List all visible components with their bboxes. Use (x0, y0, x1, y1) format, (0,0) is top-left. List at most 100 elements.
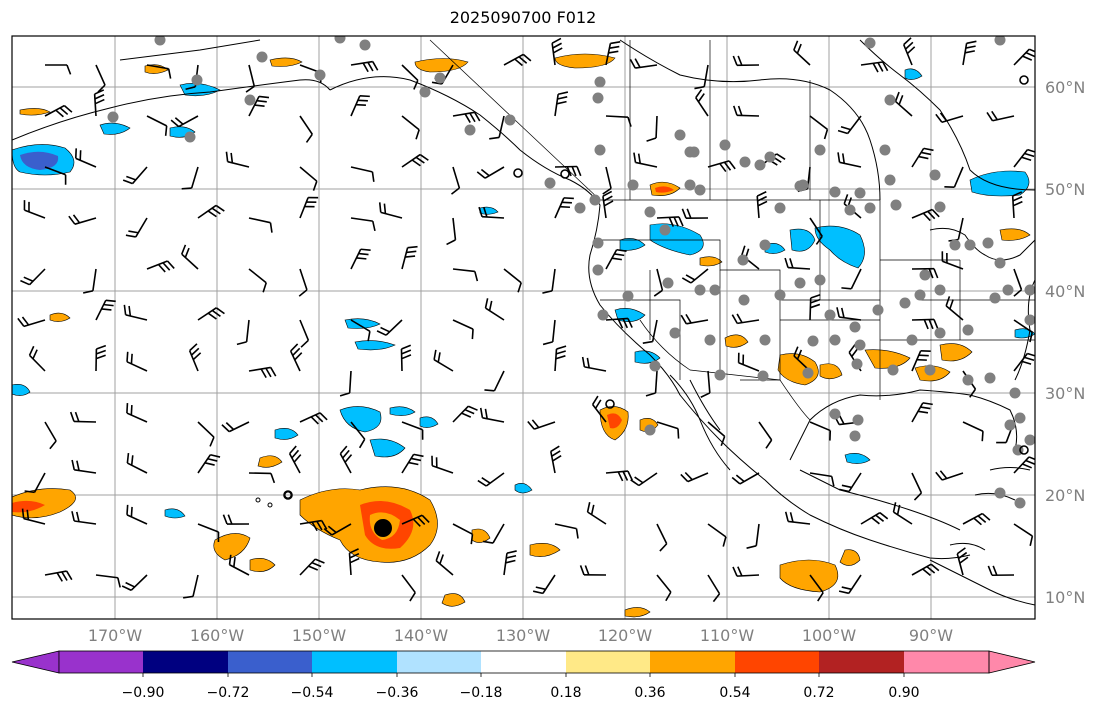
colorbar-segment (819, 651, 904, 673)
wind-barb (28, 345, 46, 372)
wind-barb (123, 304, 148, 321)
wind-barb (225, 151, 250, 168)
wind-barb (45, 64, 72, 75)
station-dot (622, 290, 634, 302)
longitude-label: 100°W (802, 626, 857, 645)
wind-barb (433, 349, 454, 372)
longitude-label: 140°W (394, 626, 449, 645)
wind-barb (446, 217, 457, 246)
station-dot (704, 334, 716, 346)
station-dot (464, 124, 476, 136)
longitude-label: 170°W (88, 626, 143, 645)
station-dot (184, 131, 196, 143)
wind-barb (579, 565, 607, 576)
latitude-label: 30°N (1045, 384, 1085, 403)
wind-barb (452, 405, 478, 423)
wind-barb (401, 245, 418, 270)
wind-barb (479, 407, 505, 423)
station-dot (737, 254, 749, 266)
wind-barb (82, 268, 97, 294)
wind-barb (605, 115, 632, 127)
wind-barb (401, 115, 420, 140)
wind-barb (591, 395, 607, 423)
station-dot (852, 414, 864, 426)
wind-barb (1013, 456, 1035, 474)
wind-barb (401, 574, 416, 602)
colorbar-segment (566, 651, 650, 673)
station-dot (589, 194, 601, 206)
latitude-label: 40°N (1045, 282, 1085, 301)
wind-barb (228, 554, 250, 576)
wind-barb (695, 89, 709, 117)
wind-barb (551, 37, 563, 66)
wind-barb (809, 115, 829, 140)
wind-barb (542, 268, 556, 294)
wind-barbs (17, 37, 1035, 603)
wind-barb (1013, 352, 1035, 372)
station-dot (872, 304, 884, 316)
station-dot (851, 358, 863, 370)
wind-barb (452, 111, 481, 123)
station-dot (829, 408, 841, 420)
wind-barb (121, 574, 148, 592)
latitude-label: 60°N (1045, 78, 1085, 97)
station-dot (688, 146, 700, 158)
station-dot (714, 369, 726, 381)
wind-barb (656, 421, 680, 439)
colorbar-tick-label: 0.90 (888, 685, 919, 701)
wind-barb (941, 251, 964, 270)
wind-barb (527, 419, 556, 430)
wind-barb (986, 110, 1015, 122)
wind-barb (1013, 523, 1034, 547)
station-dot (849, 430, 861, 442)
wind-barb (586, 502, 607, 525)
wind-barb (732, 566, 760, 577)
wind-barb (656, 574, 672, 602)
wind-barb (44, 421, 57, 450)
station-markers (107, 36, 1035, 509)
wind-barb (197, 523, 220, 542)
wind-barb (681, 268, 709, 284)
station-dot (594, 76, 606, 88)
station-dot (759, 334, 771, 346)
wind-barb (126, 453, 148, 474)
station-dot (774, 289, 786, 301)
wind-barb (707, 421, 726, 447)
station-dot (419, 86, 431, 98)
wind-barb (758, 421, 773, 449)
station-dot (1014, 412, 1026, 424)
wind-barb (892, 502, 913, 525)
station-dot (434, 72, 446, 84)
station-dot (1024, 434, 1035, 446)
wind-barb (401, 421, 424, 440)
wind-barb (122, 166, 148, 185)
wind-barb (707, 523, 727, 547)
station-dot (794, 277, 806, 289)
wind-barb (839, 472, 862, 493)
black-dot-icon (374, 519, 392, 537)
wind-barb (700, 370, 711, 398)
station-dot (574, 202, 586, 214)
wind-barb (911, 563, 940, 576)
station-dot (684, 179, 696, 191)
wind-barb (962, 40, 977, 66)
wind-barb (248, 268, 267, 293)
wind-barb (841, 268, 862, 290)
station-dot (964, 239, 976, 251)
wind-barb (44, 166, 67, 185)
station-dot (504, 114, 516, 126)
map-title: 2025090700 F012 (449, 8, 597, 27)
colorbar-tick-label: −0.72 (207, 685, 250, 701)
wind-barb (484, 370, 505, 392)
station-dot (994, 257, 1006, 269)
wind-barb (756, 191, 768, 219)
colorbar-segment (650, 651, 735, 673)
wind-barb (605, 317, 633, 329)
station-dot (814, 144, 826, 156)
station-dot (649, 360, 661, 372)
colorbar-tick-label: 0.72 (803, 685, 834, 701)
colorbar-segment (481, 651, 566, 673)
station-dot (244, 94, 256, 106)
wind-barb (731, 313, 760, 325)
station-dot (256, 51, 268, 63)
